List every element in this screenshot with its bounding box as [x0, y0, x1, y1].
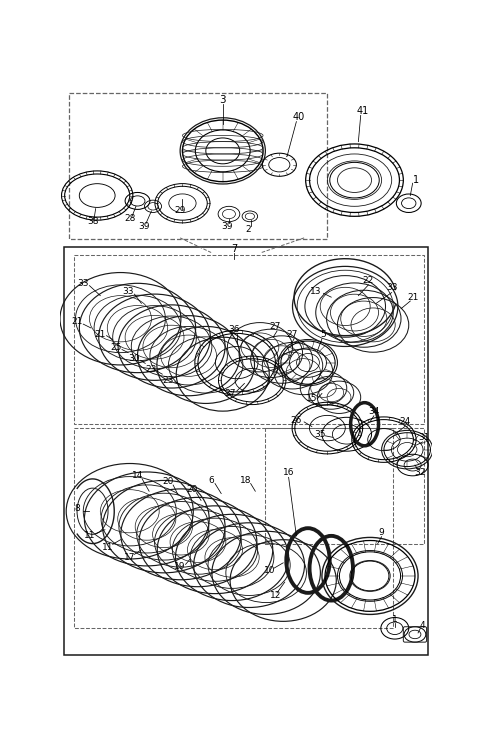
Text: 20: 20	[186, 485, 197, 494]
Text: 26: 26	[291, 416, 302, 425]
Text: 4: 4	[420, 620, 425, 629]
Text: 15: 15	[306, 394, 318, 403]
Text: 14: 14	[132, 471, 143, 481]
Text: 21: 21	[95, 330, 106, 339]
Text: 6: 6	[208, 476, 214, 485]
Text: 24: 24	[399, 417, 410, 426]
Text: 1: 1	[413, 175, 420, 185]
Text: 31: 31	[419, 433, 430, 442]
Text: 7: 7	[231, 244, 238, 254]
Text: 3: 3	[219, 95, 226, 105]
Text: 33: 33	[386, 283, 397, 292]
Text: 21: 21	[72, 318, 83, 327]
Text: 8: 8	[74, 504, 80, 513]
Text: 23: 23	[146, 365, 157, 374]
Text: 11: 11	[102, 543, 114, 552]
Text: 38: 38	[87, 217, 98, 226]
Text: 10: 10	[264, 566, 275, 575]
Text: 2: 2	[245, 225, 251, 234]
Text: 1: 1	[392, 615, 397, 623]
Text: 40: 40	[293, 112, 305, 122]
Text: 39: 39	[221, 222, 232, 231]
Text: 11: 11	[84, 531, 95, 540]
Text: 30: 30	[129, 354, 140, 363]
Text: 12: 12	[270, 591, 281, 600]
Text: 23: 23	[163, 376, 174, 385]
Text: 21: 21	[408, 292, 419, 301]
Text: 35: 35	[314, 430, 325, 439]
Text: 18: 18	[240, 476, 252, 485]
Text: 34: 34	[368, 407, 380, 416]
Text: 20: 20	[163, 478, 174, 487]
Text: 37: 37	[225, 389, 236, 398]
Text: 29: 29	[174, 206, 186, 216]
Text: 32: 32	[414, 468, 425, 477]
Text: 5: 5	[321, 330, 326, 339]
Text: 27: 27	[287, 330, 298, 339]
Text: 33: 33	[77, 279, 89, 288]
Text: 28: 28	[124, 214, 135, 223]
Text: 25: 25	[110, 344, 121, 353]
Text: 19: 19	[174, 562, 186, 571]
Text: 36: 36	[228, 325, 240, 334]
Text: 17: 17	[124, 553, 135, 562]
Text: 9: 9	[379, 527, 384, 536]
Text: 16: 16	[283, 468, 294, 477]
Text: 39: 39	[138, 222, 149, 231]
Text: 41: 41	[356, 106, 368, 116]
Text: 33: 33	[122, 286, 134, 295]
Text: 27: 27	[270, 322, 281, 331]
Text: 13: 13	[310, 286, 322, 295]
Text: 22: 22	[363, 276, 374, 285]
